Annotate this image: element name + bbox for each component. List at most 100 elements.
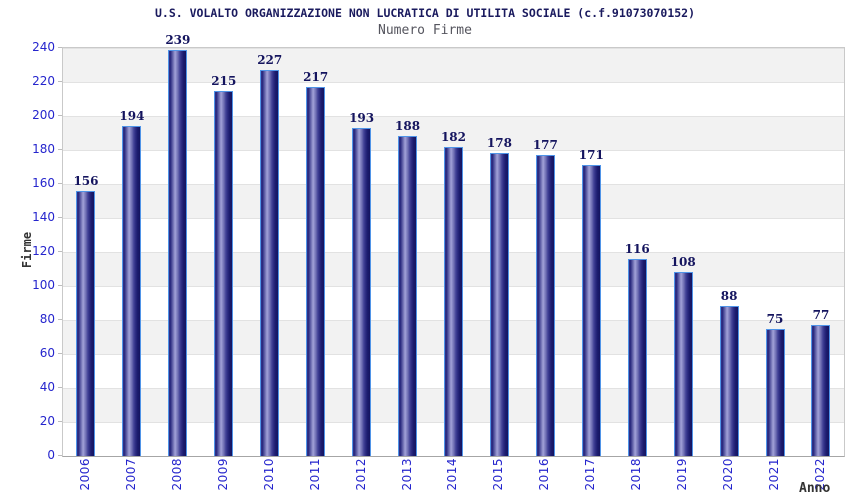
x-tick-label: 2013: [399, 458, 414, 491]
x-tick-cell: 2008: [154, 458, 200, 500]
bar-2011: [306, 87, 326, 456]
bar-slot-2021: 75: [752, 48, 798, 456]
bar-2010: [260, 70, 280, 456]
bar-slot-2011: 217: [293, 48, 339, 456]
x-tick-label: 2007: [123, 458, 138, 491]
bar-2022: [811, 325, 831, 456]
bar-slot-2016: 177: [522, 48, 568, 456]
x-tick-label: 2016: [537, 458, 552, 491]
bar-value-label: 215: [211, 73, 237, 88]
bar-value-label: 171: [578, 148, 604, 163]
x-tick-cell: 2009: [200, 458, 246, 500]
x-tick-label: 2015: [491, 458, 506, 491]
y-tick-label: 20: [39, 414, 55, 428]
bars-container: 156 194 239 215 227 217 193 188 182 178 177 171 116 1…: [63, 34, 844, 456]
bar-2016: [535, 155, 555, 456]
x-tick-label: 2006: [77, 458, 92, 491]
y-tick-label: 200: [32, 108, 55, 122]
y-tick-mark: [58, 149, 62, 150]
bar-2009: [214, 90, 234, 456]
chart-subtitle: Numero Firme: [378, 23, 472, 38]
bar-slot-2012: 193: [339, 48, 385, 456]
y-tick-mark: [58, 285, 62, 286]
x-tick-cell: 2013: [384, 458, 430, 500]
x-tick-cell: 2018: [613, 458, 659, 500]
y-tick-mark: [58, 455, 62, 456]
bar-2021: [765, 328, 785, 456]
bar-slot-2014: 182: [431, 48, 477, 456]
bar-value-label: 116: [624, 241, 650, 256]
bar-2015: [489, 153, 509, 456]
y-tick-mark: [58, 353, 62, 354]
bar-value-label: 188: [395, 119, 421, 134]
x-tick-cell: 2017: [567, 458, 613, 500]
x-tick-cell: 2019: [659, 458, 705, 500]
bar-value-label: 77: [812, 308, 830, 323]
y-tick-mark: [58, 319, 62, 320]
x-tick-label: 2010: [261, 458, 276, 491]
x-axis-title: Anno: [799, 481, 831, 496]
x-tick-cell: 2015: [475, 458, 521, 500]
bar-value-label: 182: [440, 129, 466, 144]
x-axis-ticks: 2006 2007 2008 2009 2010 2011 2012 2013 2014 2015…: [62, 458, 843, 500]
y-tick-mark: [58, 421, 62, 422]
y-tick-label: 220: [32, 74, 55, 88]
bar-2008: [168, 49, 188, 456]
x-tick-label: 2008: [169, 458, 184, 491]
bar-2018: [627, 258, 647, 456]
y-tick-label: 140: [32, 210, 55, 224]
y-tick-label: 60: [39, 346, 55, 360]
bar-slot-2006: 156: [63, 48, 109, 456]
x-tick-label: 2011: [307, 458, 322, 491]
bar-value-label: 75: [766, 311, 784, 326]
x-tick-label: 2019: [675, 458, 690, 491]
x-tick-cell: 2020: [705, 458, 751, 500]
bar-2014: [443, 146, 463, 456]
y-tick-mark: [58, 217, 62, 218]
x-tick-cell: 2021: [751, 458, 797, 500]
bar-2006: [76, 190, 96, 456]
x-tick-cell: 2014: [430, 458, 476, 500]
bar-2020: [719, 306, 739, 456]
x-tick-cell: 2012: [338, 458, 384, 500]
bar-2017: [581, 165, 601, 456]
bar-slot-2013: 188: [385, 48, 431, 456]
bar-value-label: 108: [670, 255, 696, 270]
bar-value-label: 194: [119, 109, 145, 124]
y-tick-label: 120: [32, 244, 55, 258]
y-tick-label: 40: [39, 380, 55, 394]
bar-value-label: 239: [165, 32, 191, 47]
y-tick-mark: [58, 115, 62, 116]
bar-value-label: 178: [486, 136, 512, 151]
x-tick-label: 2014: [445, 458, 460, 491]
x-tick-cell: 2007: [108, 458, 154, 500]
y-tick-mark: [58, 183, 62, 184]
bar-slot-2022: 77: [798, 48, 844, 456]
y-tick-mark: [58, 81, 62, 82]
bar-slot-2020: 88: [706, 48, 752, 456]
x-tick-label: 2017: [583, 458, 598, 491]
plot-area: 156 194 239 215 227 217 193 188 182 178 177 171 116 1…: [62, 34, 845, 457]
bar-value-label: 156: [73, 173, 99, 188]
bar-2019: [673, 272, 693, 456]
y-tick-mark: [58, 387, 62, 388]
bar-slot-2015: 178: [476, 48, 522, 456]
x-tick-cell: 2011: [292, 458, 338, 500]
x-tick-cell: 2006: [62, 458, 108, 500]
bar-slot-2009: 215: [201, 48, 247, 456]
bar-slot-2017: 171: [568, 48, 614, 456]
x-tick-label: 2021: [767, 458, 782, 491]
bar-value-label: 177: [532, 138, 558, 153]
bar-value-label: 217: [303, 70, 329, 85]
bar-slot-2019: 108: [660, 48, 706, 456]
bar-slot-2008: 239: [155, 34, 201, 456]
y-tick-label: 80: [39, 312, 55, 326]
x-tick-label: 2009: [215, 458, 230, 491]
bar-value-label: 193: [349, 110, 375, 125]
bar-value-label: 88: [720, 289, 738, 304]
bar-slot-2018: 116: [614, 48, 660, 456]
bar-slot-2010: 227: [247, 48, 293, 456]
x-tick-cell: 2010: [246, 458, 292, 500]
y-tick-label: 0: [47, 448, 55, 462]
